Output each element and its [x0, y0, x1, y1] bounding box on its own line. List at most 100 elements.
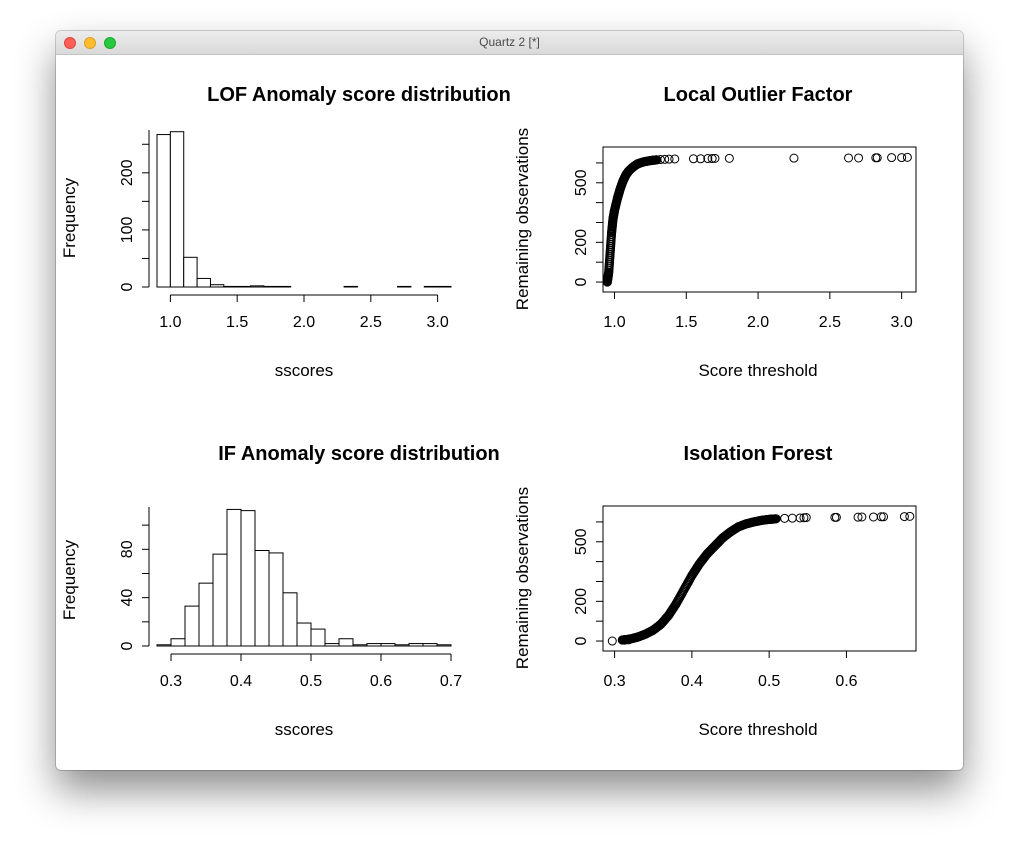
histogram-bar — [250, 285, 265, 288]
x-axis-label: Score threshold — [698, 361, 817, 380]
chart-title: Isolation Forest — [684, 443, 833, 465]
data-point — [655, 155, 665, 165]
x-tick-label: 0.5 — [300, 673, 322, 690]
plot-area: LOF Anomaly score distribution 1.0 1.5 2.0 2… — [56, 55, 963, 770]
histogram-bar — [156, 644, 172, 647]
histogram-bar — [254, 550, 270, 647]
data-point — [857, 512, 867, 522]
histogram-bar — [212, 553, 228, 647]
histogram-bar — [170, 638, 186, 647]
data-point — [876, 512, 886, 522]
data-point — [801, 513, 811, 523]
histogram-bar — [184, 605, 200, 647]
x-tick-label: 0.6 — [370, 673, 392, 690]
data-point — [707, 154, 717, 164]
x-axis-label: sscores — [275, 361, 334, 380]
x-tick-label: 3.0 — [891, 314, 913, 331]
data-point — [664, 154, 674, 164]
window-title: Quartz 2 [*] — [479, 35, 540, 49]
histogram-bar — [423, 285, 439, 288]
chart-title: IF Anomaly score distribution — [218, 443, 500, 465]
data-point — [787, 513, 797, 523]
chart-title: LOF Anomaly score distribution — [207, 84, 511, 106]
y-axis-label: Frequency — [60, 539, 79, 620]
data-point — [789, 153, 799, 163]
x-tick-label: 0.5 — [758, 673, 780, 690]
data-point — [854, 153, 864, 163]
x-tick-label: 1.0 — [603, 314, 625, 331]
title-bar[interactable]: Quartz 2 [*] — [56, 31, 963, 55]
data-point — [670, 154, 680, 164]
histogram-bar — [394, 644, 410, 647]
plot-canvas: LOF Anomaly score distribution 1.0 1.5 2.0 2… — [60, 84, 917, 739]
x-tick-label: 0.4 — [681, 673, 703, 690]
y-axis-label: Frequency — [60, 177, 79, 258]
close-window-button[interactable] — [64, 37, 76, 49]
x-axis-label: Score threshold — [698, 720, 817, 739]
data-point — [703, 154, 713, 164]
y-tick-label: 200 — [119, 159, 136, 186]
data-point — [897, 153, 907, 163]
histogram-bar — [408, 643, 424, 647]
y-tick-label: 100 — [119, 216, 136, 243]
y-tick-label: 80 — [119, 540, 136, 558]
x-tick-label: 3.0 — [427, 314, 449, 331]
data-point — [620, 635, 630, 645]
data-point — [853, 512, 863, 522]
histogram-bar — [352, 644, 368, 647]
y-tick-label: 0 — [119, 282, 136, 291]
data-point — [879, 512, 889, 522]
histogram-bar — [338, 638, 354, 647]
histogram-bar — [183, 256, 198, 288]
y-tick-label: 500 — [573, 169, 590, 196]
data-point — [696, 154, 706, 164]
histogram-bar — [156, 134, 171, 288]
histogram-bar — [169, 131, 185, 288]
minimize-window-button[interactable] — [84, 37, 96, 49]
x-tick-label: 2.5 — [819, 314, 841, 331]
x-tick-label: 0.4 — [230, 673, 252, 690]
data-point — [660, 154, 670, 164]
data-point — [688, 154, 698, 164]
x-tick-label: 1.5 — [226, 314, 248, 331]
histogram-bar — [263, 285, 278, 288]
histogram-bar — [343, 285, 358, 288]
histogram-bar — [397, 285, 412, 288]
histogram-bar — [236, 285, 252, 288]
y-tick-label: 200 — [573, 588, 590, 615]
data-point — [899, 512, 909, 522]
data-point — [868, 512, 878, 522]
x-tick-label: 0.3 — [160, 673, 182, 690]
quartz-window: Quartz 2 [*] LOF Anomaly score distribut… — [56, 31, 963, 770]
x-tick-label: 0.6 — [835, 673, 857, 690]
x-tick-label: 1.5 — [675, 314, 697, 331]
data-point — [844, 153, 854, 163]
data-point — [795, 513, 805, 523]
y-axis-label: Remaining observations — [513, 487, 532, 669]
zoom-window-button[interactable] — [104, 37, 116, 49]
x-tick-label: 2.0 — [293, 314, 315, 331]
histogram-bar — [196, 277, 211, 288]
data-point — [780, 513, 790, 523]
data-point — [872, 153, 882, 163]
y-tick-label: 0 — [573, 636, 590, 645]
chart-title: Local Outlier Factor — [664, 84, 853, 106]
x-tick-label: 2.0 — [747, 314, 769, 331]
data-point — [710, 153, 720, 163]
histogram-bar — [366, 643, 382, 647]
histogram-bar — [437, 285, 452, 288]
histogram-bar — [240, 510, 256, 647]
histogram-bar — [436, 644, 452, 647]
histogram-bar — [296, 622, 312, 647]
data-point — [607, 636, 617, 646]
data-point — [887, 153, 897, 163]
x-tick-label: 0.7 — [440, 673, 462, 690]
histogram-bar — [422, 643, 438, 647]
data-point — [902, 152, 912, 162]
y-tick-label: 0 — [119, 641, 136, 650]
plot-box — [602, 505, 917, 652]
histogram-bar — [268, 552, 284, 647]
histogram-bar — [276, 285, 292, 288]
histogram-bar — [380, 643, 396, 647]
data-point — [905, 511, 915, 521]
